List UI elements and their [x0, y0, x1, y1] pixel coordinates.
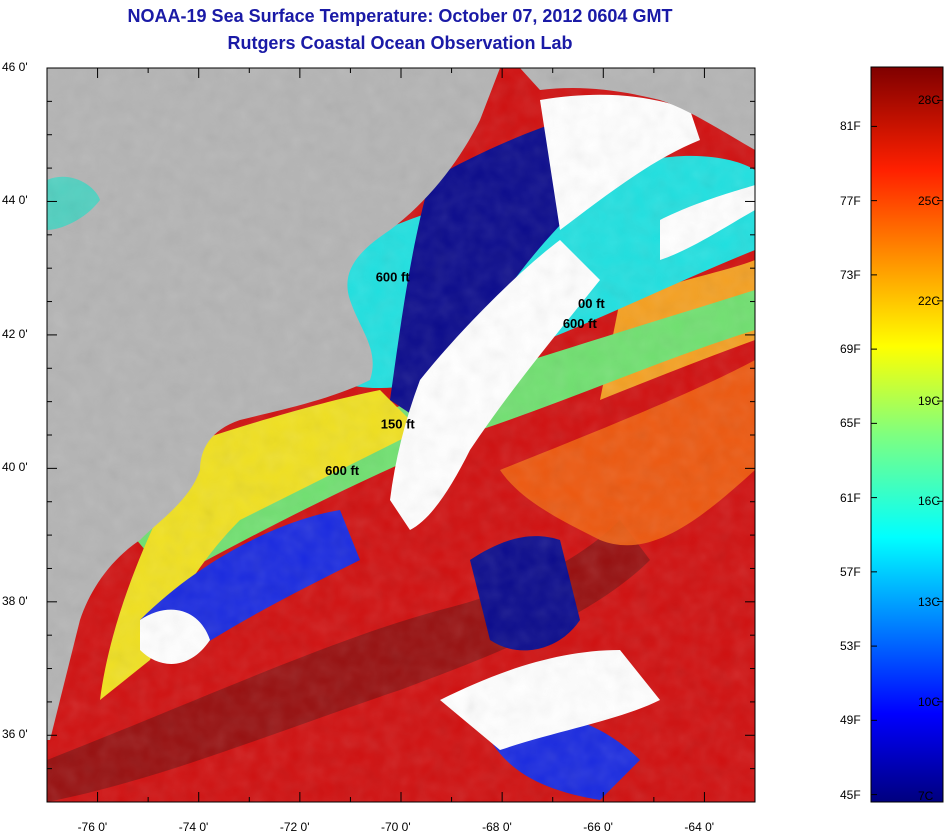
lon-tick-label: -68 0'	[482, 820, 512, 834]
colorbar-celsius-label: 13C	[918, 594, 941, 609]
colorbar-fahrenheit-label: 57F	[840, 564, 861, 579]
depth-label: 00 ft	[578, 296, 605, 311]
lat-tick-label: 36 0'	[2, 727, 28, 742]
lon-tick-label: -70 0'	[381, 820, 411, 834]
lat-tick-label: 40 0'	[2, 460, 28, 475]
sst-field	[47, 68, 755, 802]
depth-label: 600 ft	[376, 270, 411, 285]
colorbar-celsius-label: 10C	[918, 694, 941, 709]
colorbar-fahrenheit-label: 77F	[840, 193, 861, 208]
axis-ticks	[46, 67, 756, 803]
colorbar-fahrenheit-label: 65F	[840, 416, 861, 431]
colorbar-celsius-label: 7C	[918, 789, 934, 803]
temperature-colorbar	[870, 66, 944, 803]
colorbar-fahrenheit-label: 61F	[840, 490, 861, 505]
lat-tick-label: 42 0'	[2, 326, 28, 341]
depth-label: 600 ft	[563, 316, 598, 331]
colorbar-celsius-label: 22C	[918, 293, 941, 308]
depth-contour-labels: 600 ft 600 ft 600 ft 150 ft 00 ft	[325, 270, 605, 479]
colorbar-fahrenheit-label: 81F	[840, 119, 861, 134]
colorbar-celsius-label: 16C	[918, 494, 941, 509]
lon-tick-label: -66 0'	[583, 820, 613, 834]
depth-label: 150 ft	[381, 416, 416, 431]
colorbar-fahrenheit-label: 49F	[840, 713, 861, 728]
colorbar-fahrenheit-label: 69F	[840, 342, 861, 357]
lat-tick-label: 46 0'	[2, 60, 28, 74]
colorbar-fahrenheit-label: 53F	[840, 639, 861, 654]
lon-tick-label: -72 0'	[279, 820, 310, 834]
colorbar-fahrenheit-label: 45F	[840, 787, 861, 802]
depth-label: 600 ft	[325, 463, 360, 478]
colorbar-celsius-label: 28C	[918, 93, 941, 108]
lat-tick-label: 44 0'	[2, 193, 28, 208]
lon-tick-label: -76 0'	[77, 820, 108, 834]
lon-tick-label: -74 0'	[178, 820, 209, 834]
colorbar-celsius-label: 19C	[918, 394, 941, 409]
lon-tick-label: -64 0'	[684, 820, 715, 834]
lat-tick-label: 38 0'	[2, 593, 28, 608]
colorbar-fahrenheit-label: 73F	[840, 267, 861, 282]
colorbar-celsius-label: 25C	[918, 193, 941, 208]
map-subtitle: Rutgers Coastal Ocean Observation Lab	[227, 33, 573, 53]
colorbar-ticks	[871, 99, 943, 803]
map-title: NOAA-19 Sea Surface Temperature: October…	[127, 6, 673, 26]
